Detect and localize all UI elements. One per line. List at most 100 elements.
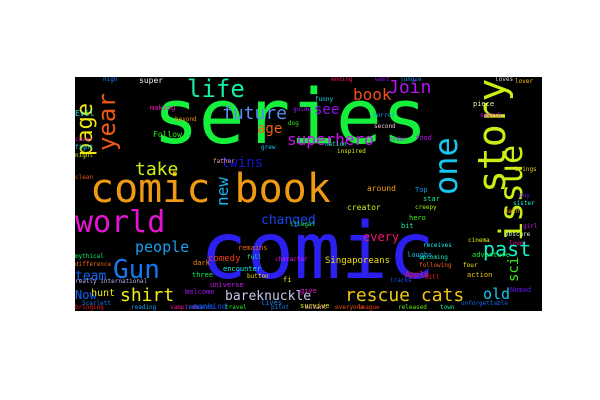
- word-released: released: [398, 304, 427, 311]
- word-age: age: [257, 121, 283, 137]
- word-people: people: [135, 238, 190, 256]
- word-really-international: really international: [75, 278, 148, 285]
- word-series: series: [153, 77, 428, 161]
- word-rescue-cats: rescue cats: [345, 285, 465, 306]
- word-father: father: [213, 158, 235, 165]
- word-mankind: mankind: [193, 302, 227, 311]
- word-super: super: [139, 77, 164, 85]
- word-past: past: [483, 237, 532, 261]
- word-unforgettable: unforgettable: [461, 300, 508, 307]
- word-dark: dark: [193, 259, 210, 267]
- word-three: three: [192, 271, 214, 279]
- word-hero: hero: [409, 214, 426, 222]
- word-receives: receives: [423, 242, 452, 249]
- word-nation: nation: [325, 141, 347, 148]
- word-town: town: [440, 304, 455, 311]
- word-fight: fight: [75, 144, 94, 151]
- word-love: love: [509, 240, 524, 247]
- word-life: life: [187, 77, 245, 103]
- word-pilot: pilot: [271, 304, 290, 311]
- word-obscure: obscure: [505, 231, 531, 238]
- word-superhero: superhero: [287, 130, 374, 149]
- word-encounter: encounter: [223, 265, 261, 273]
- word-pay: pay: [519, 192, 530, 199]
- word-night: night: [75, 152, 94, 159]
- word-scarlett: Scarlett: [82, 300, 111, 307]
- word-now: Now: [75, 288, 97, 302]
- word-one: one: [427, 137, 465, 195]
- word-horror: horror: [373, 112, 395, 119]
- word-evil: Evil: [75, 109, 95, 118]
- word-dog: dog: [288, 120, 299, 127]
- word-creator: creator: [347, 203, 381, 212]
- word-full: full: [247, 254, 262, 261]
- word-shirt: shirt: [120, 285, 175, 306]
- word-jungle: jungle: [400, 77, 422, 83]
- word-guide: guide: [293, 106, 312, 113]
- word-year: year: [93, 93, 121, 151]
- word-welcome: Welcome: [185, 288, 215, 296]
- word-funny: funny: [315, 96, 334, 103]
- word-piece: piece: [473, 100, 495, 108]
- word-beyond: beyond: [175, 116, 197, 123]
- word-around: around: [367, 184, 396, 193]
- word-gun: Gun: [113, 255, 160, 285]
- word-mutant: mutant: [305, 304, 327, 311]
- word-want: want: [375, 77, 390, 83]
- word-survive: survive: [300, 302, 330, 310]
- word-lover: lover: [515, 78, 534, 85]
- word-universe: universe: [210, 281, 244, 289]
- word-lives: lives: [261, 299, 283, 307]
- word-sci: sci: [506, 256, 522, 282]
- word-twins: twins: [221, 155, 264, 171]
- word-nomad: Nomad: [510, 286, 532, 294]
- word-order: order: [389, 136, 408, 143]
- word-math: math: [505, 208, 520, 215]
- word-give: give: [300, 287, 317, 295]
- word-singaporeans: Singaporeans: [325, 256, 391, 266]
- word-apple: Apple: [405, 270, 430, 279]
- word-league: league: [358, 304, 380, 311]
- word-girl: girl: [523, 223, 538, 230]
- word-join: Join: [388, 77, 432, 98]
- word-hunt: hunt: [91, 288, 116, 299]
- word-future: future: [222, 103, 288, 124]
- word-laughs: laughs: [407, 251, 433, 259]
- word-see: see: [314, 102, 340, 118]
- word-high: high: [103, 77, 118, 83]
- word-comic-book: comic book: [90, 166, 331, 212]
- word-bareknuckle: bareknuckle: [225, 289, 312, 304]
- word-second: second: [374, 123, 396, 130]
- word-research: research: [185, 304, 214, 311]
- word-ending: ending: [331, 77, 353, 83]
- word-world: world: [75, 205, 166, 240]
- word-mill: mill: [425, 274, 440, 281]
- word-tracks: tracks: [390, 277, 412, 284]
- word-comedy: comedy: [208, 254, 241, 264]
- word-travel: travel: [225, 304, 247, 311]
- word-upcoming: upcoming: [419, 254, 448, 261]
- word-new: new: [213, 177, 232, 206]
- word-making: making: [150, 104, 176, 112]
- word-character: character: [275, 256, 308, 263]
- word-follow: Follow: [153, 130, 182, 139]
- word-cinema: cinema: [468, 237, 490, 244]
- word-comic: comic: [200, 207, 435, 297]
- word-search: search: [480, 112, 502, 119]
- word-brings: brings: [515, 166, 537, 173]
- word-grew: grew: [261, 144, 276, 151]
- word-remains: remains: [238, 244, 268, 252]
- word-illegal: illegal: [290, 221, 316, 228]
- word-button: button: [247, 273, 269, 280]
- word-adventure: adventure: [472, 251, 510, 259]
- word-team: team: [75, 269, 107, 284]
- word-creepy: creepy: [415, 204, 437, 211]
- word-cloud: comic series comic book story world one issue G…: [75, 77, 542, 311]
- word-reading: reading: [131, 304, 157, 311]
- word-difference: difference: [75, 261, 112, 268]
- word-bit: bit: [401, 222, 414, 230]
- word-top: Top: [415, 186, 428, 194]
- word-clean: clean: [75, 174, 94, 181]
- word-every: every: [363, 230, 400, 244]
- word-mythical: mythical: [75, 253, 104, 260]
